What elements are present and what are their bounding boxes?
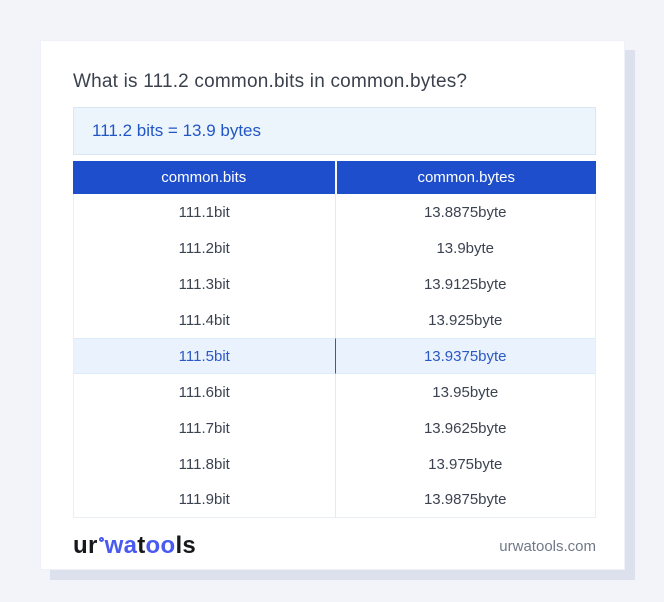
site-domain-text: urwatools.com [499,537,596,555]
bytes-cell: 13.925byte [334,302,596,338]
page-title: What is 111.2 common.bits in common.byte… [73,71,468,92]
table-row: 111.3bit 13.9125byte [73,266,596,302]
bytes-cell: 13.9875byte [334,482,596,518]
table-row: 111.1bit 13.8875byte [73,194,596,230]
brand-logo[interactable]: ur watools [73,532,196,560]
bits-cell: 111.9bit [73,482,335,518]
bytes-cell: 13.9125byte [334,266,596,302]
logo-glasses-oo: oo [145,532,176,559]
bits-cell: 111.7bit [73,410,335,446]
logo-ring-icon [98,537,104,542]
table-row: 111.7bit 13.9625byte [73,410,596,446]
table-row: 111.6bit 13.95byte [73,374,596,410]
logo-text-dark: t [137,532,146,559]
bits-cell: 111.1bit [73,194,335,230]
bits-cell: 111.2bit [73,230,335,266]
table-row: 111.9bit 13.9875byte [73,482,596,518]
table-header-bytes: common.bytes [334,161,596,194]
bytes-cell[interactable]: 13.9375byte [334,338,596,374]
bytes-cell: 13.8875byte [334,194,596,230]
bits-cell: 111.4bit [73,302,335,338]
table-row: 111.4bit 13.925byte [73,302,596,338]
bytes-cell: 13.95byte [334,374,596,410]
table-row: 111.8bit 13.975byte [73,446,596,482]
conversion-table: common.bits common.bytes 111.1bit 13.887… [73,161,596,518]
bits-cell[interactable]: 111.5bit [73,338,335,374]
result-text: 111.2 bits = 13.9 bytes [92,121,262,140]
footer: ur watools urwatools.com [73,526,596,566]
bytes-cell: 13.975byte [334,446,596,482]
logo-text-blue: wa [104,532,138,559]
logo-text-dark: ls [175,532,197,559]
bits-cell: 111.8bit [73,446,335,482]
bits-cell: 111.6bit [73,374,335,410]
converter-card: What is 111.2 common.bits in common.byte… [40,40,625,570]
table-row-highlighted[interactable]: 111.5bit 13.9375byte [73,338,596,374]
bits-cell: 111.3bit [73,266,335,302]
logo-text-dark: ur [73,532,98,559]
table-header-row: common.bits common.bytes [73,161,596,194]
result-banner: 111.2 bits = 13.9 bytes [73,107,596,155]
bytes-cell: 13.9byte [334,230,596,266]
table-header-bits: common.bits [73,161,335,194]
bytes-cell: 13.9625byte [334,410,596,446]
table-row: 111.2bit 13.9byte [73,230,596,266]
